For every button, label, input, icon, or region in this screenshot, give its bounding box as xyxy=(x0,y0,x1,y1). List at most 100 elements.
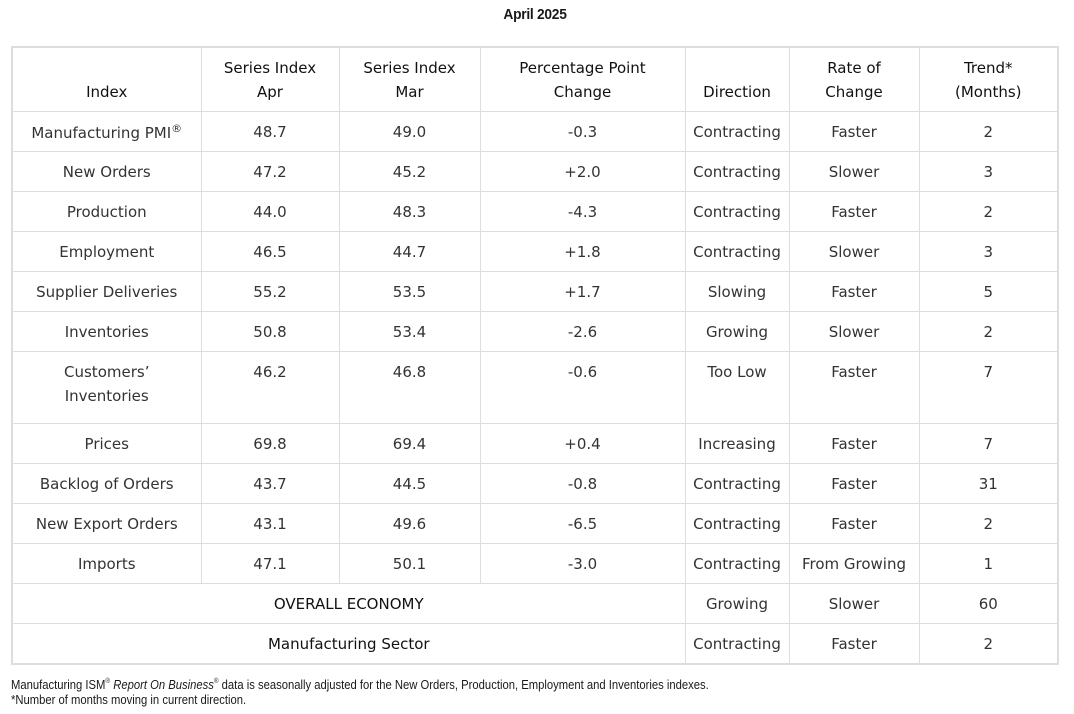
index-name: Production xyxy=(11,191,202,232)
rate-of-change: Slower xyxy=(788,231,920,272)
series-apr: 48.7 xyxy=(200,111,340,152)
rate-of-change: Faster xyxy=(788,423,920,464)
rate-of-change: Faster xyxy=(788,191,920,232)
rate-of-change: Faster xyxy=(788,111,920,152)
header-series-apr: Series Index Apr xyxy=(200,46,340,112)
rate-of-change: Faster xyxy=(788,503,920,544)
table-row: New Export Orders 43.1 49.6 -6.5 Contrac… xyxy=(11,503,1059,544)
series-mar: 44.7 xyxy=(338,231,481,272)
index-name: Imports xyxy=(11,543,202,584)
point-change: +0.4 xyxy=(479,423,686,464)
point-change: +1.7 xyxy=(479,271,686,312)
direction: Contracting xyxy=(684,463,790,504)
series-mar: 53.4 xyxy=(338,311,481,352)
trend-months: 3 xyxy=(918,231,1059,272)
rate-of-change: Faster xyxy=(788,271,920,312)
index-name: New Export Orders xyxy=(11,503,202,544)
point-change: +1.8 xyxy=(479,231,686,272)
trend-months: 3 xyxy=(918,151,1059,192)
summary-label: Manufacturing Sector xyxy=(11,623,686,665)
ism-index-table: Index Series Index Apr Series Index Mar Pe… xyxy=(11,46,1059,665)
index-name: Employment xyxy=(11,231,202,272)
footnote-trend-definition: *Number of months moving in current dire… xyxy=(11,693,247,707)
summary-row-manufacturing-sector: Manufacturing Sector Contracting Faster … xyxy=(11,623,1059,665)
series-apr: 44.0 xyxy=(200,191,340,232)
trend-months: 2 xyxy=(918,623,1059,665)
table-row: Production 44.0 48.3 -4.3 Contracting Fa… xyxy=(11,191,1059,232)
series-mar: 69.4 xyxy=(338,423,481,464)
report-title: April 2025 xyxy=(503,6,567,23)
series-mar: 48.3 xyxy=(338,191,481,232)
footnote-seasonal-adjustment: Manufacturing ISM® Report On Business® d… xyxy=(11,678,709,692)
table-row: Inventories 50.8 53.4 -2.6 Growing Slowe… xyxy=(11,311,1059,352)
trend-months: 7 xyxy=(918,423,1059,464)
index-name: Customers’ Inventories xyxy=(11,351,202,424)
index-name: Supplier Deliveries xyxy=(11,271,202,312)
trend-months: 31 xyxy=(918,463,1059,504)
table-row: Prices 69.8 69.4 +0.4 Increasing Faster … xyxy=(11,423,1059,464)
series-apr: 55.2 xyxy=(200,271,340,312)
trend-months: 5 xyxy=(918,271,1059,312)
table-row: Manufacturing PMI® 48.7 49.0 -0.3 Contra… xyxy=(11,111,1059,152)
rate-of-change: Faster xyxy=(788,463,920,504)
direction: Contracting xyxy=(684,623,790,665)
rate-of-change: Faster xyxy=(788,351,920,424)
table-row: Customers’ Inventories 46.2 46.8 -0.6 Too… xyxy=(11,351,1059,424)
table-row: Employment 46.5 44.7 +1.8 Contracting Sl… xyxy=(11,231,1059,272)
header-trend: Trend* (Months) xyxy=(918,46,1059,112)
trend-months: 2 xyxy=(918,503,1059,544)
series-mar: 44.5 xyxy=(338,463,481,504)
series-apr: 43.1 xyxy=(200,503,340,544)
series-mar: 49.6 xyxy=(338,503,481,544)
trend-months: 1 xyxy=(918,543,1059,584)
trend-months: 7 xyxy=(918,351,1059,424)
point-change: -3.0 xyxy=(479,543,686,584)
series-apr: 47.2 xyxy=(200,151,340,192)
trend-months: 60 xyxy=(918,583,1059,624)
series-mar: 53.5 xyxy=(338,271,481,312)
header-series-mar: Series Index Mar xyxy=(338,46,481,112)
index-name: Inventories xyxy=(11,311,202,352)
point-change: -0.8 xyxy=(479,463,686,504)
rate-of-change: Slower xyxy=(788,583,920,624)
point-change: -2.6 xyxy=(479,311,686,352)
header-row: Index Series Index Apr Series Index Mar Pe… xyxy=(11,46,1059,112)
table-row: Backlog of Orders 43.7 44.5 -0.8 Contrac… xyxy=(11,463,1059,504)
direction: Growing xyxy=(684,311,790,352)
point-change: -0.6 xyxy=(479,351,686,424)
direction: Contracting xyxy=(684,543,790,584)
rate-of-change: Slower xyxy=(788,151,920,192)
summary-label: OVERALL ECONOMY xyxy=(11,583,686,624)
index-name: Backlog of Orders xyxy=(11,463,202,504)
table-row: New Orders 47.2 45.2 +2.0 Contracting Sl… xyxy=(11,151,1059,192)
direction: Increasing xyxy=(684,423,790,464)
series-mar: 50.1 xyxy=(338,543,481,584)
rate-of-change: Slower xyxy=(788,311,920,352)
direction: Growing xyxy=(684,583,790,624)
header-direction: Direction xyxy=(684,46,790,112)
trend-months: 2 xyxy=(918,311,1059,352)
header-rate: Rate of Change xyxy=(788,46,920,112)
trend-months: 2 xyxy=(918,111,1059,152)
index-name: Manufacturing PMI® xyxy=(11,111,202,152)
point-change: -0.3 xyxy=(479,111,686,152)
series-mar: 45.2 xyxy=(338,151,481,192)
direction: Contracting xyxy=(684,191,790,232)
direction: Contracting xyxy=(684,503,790,544)
direction: Too Low xyxy=(684,351,790,424)
table-row: Imports 47.1 50.1 -3.0 Contracting From … xyxy=(11,543,1059,584)
summary-row-overall-economy: OVERALL ECONOMY Growing Slower 60 xyxy=(11,583,1059,624)
series-apr: 50.8 xyxy=(200,311,340,352)
series-apr: 46.2 xyxy=(200,351,340,424)
series-apr: 43.7 xyxy=(200,463,340,504)
rate-of-change: Faster xyxy=(788,623,920,665)
series-apr: 69.8 xyxy=(200,423,340,464)
series-apr: 47.1 xyxy=(200,543,340,584)
direction: Contracting xyxy=(684,151,790,192)
point-change: -4.3 xyxy=(479,191,686,232)
direction: Contracting xyxy=(684,231,790,272)
point-change: -6.5 xyxy=(479,503,686,544)
table-row: Supplier Deliveries 55.2 53.5 +1.7 Slowi… xyxy=(11,271,1059,312)
direction: Contracting xyxy=(684,111,790,152)
point-change: +2.0 xyxy=(479,151,686,192)
